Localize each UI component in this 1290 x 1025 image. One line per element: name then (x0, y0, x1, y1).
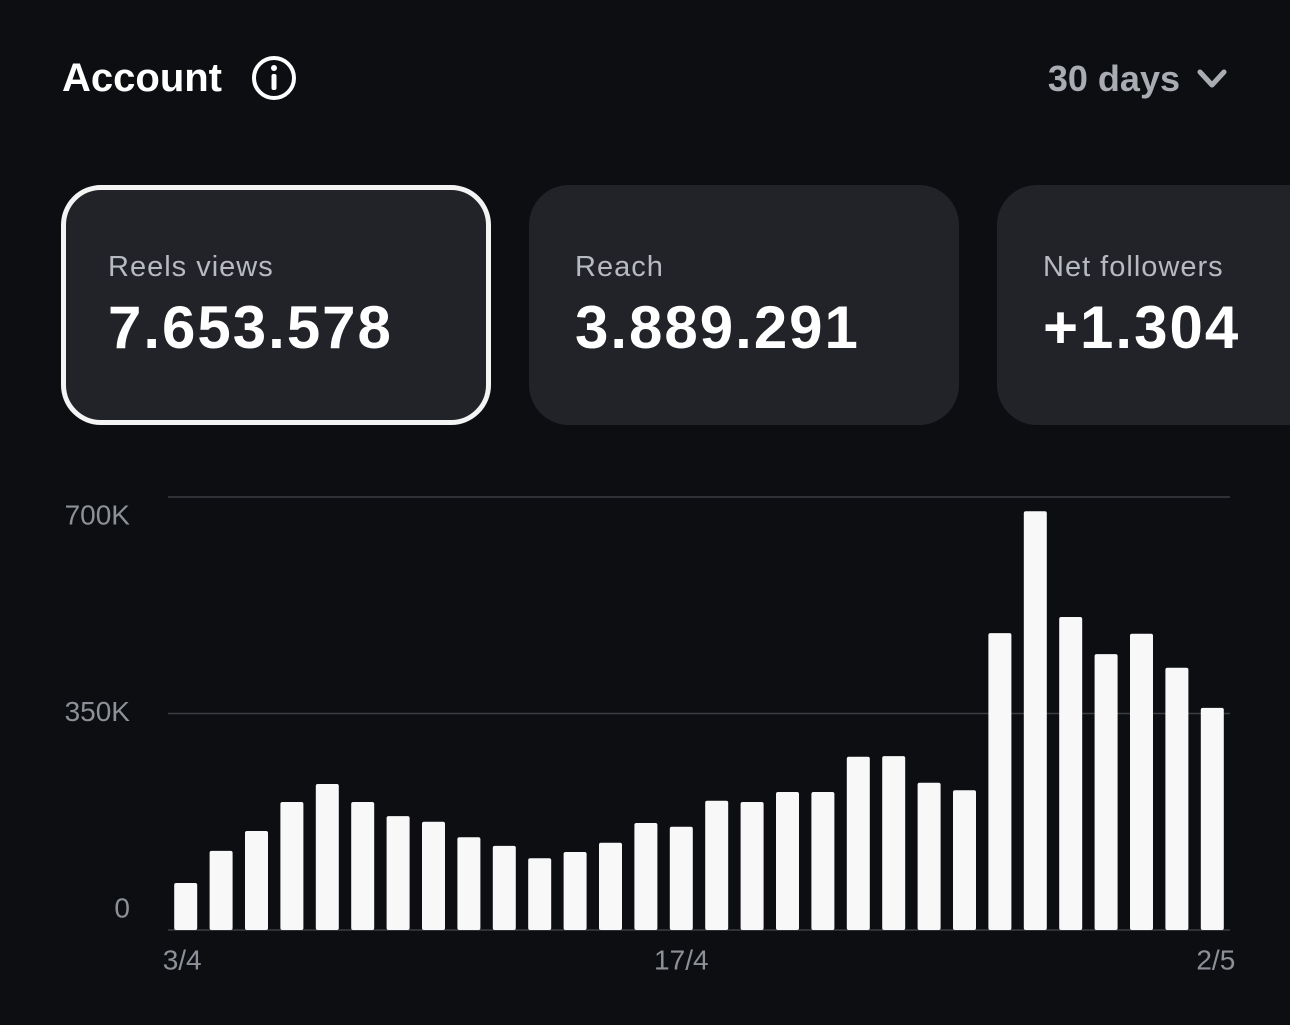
bar (245, 831, 268, 930)
bar (776, 792, 799, 930)
metric-label: Reach (575, 251, 664, 283)
bar (1059, 617, 1083, 930)
bar (882, 756, 906, 930)
dropdown-chevron[interactable] (1196, 68, 1228, 90)
bar (280, 801, 304, 930)
metric-card[interactable]: Reels views 7.653.578 (61, 185, 491, 425)
metric-label: Reels views (108, 251, 274, 283)
metric-value: 7.653.578 (108, 294, 393, 361)
bar (669, 826, 693, 930)
bar (563, 852, 587, 930)
section-title: Account (62, 56, 222, 100)
bar (811, 792, 835, 930)
x-tick-label: 3/4 (163, 944, 202, 975)
metric-cards: Reels views 7.653.578 Reach 3.889.291 Net … (0, 183, 1290, 429)
bar (457, 837, 481, 930)
bar (174, 882, 198, 930)
bar (846, 756, 870, 930)
bar (953, 790, 976, 930)
bar (705, 800, 729, 930)
metric-value: 3.889.291 (575, 294, 860, 361)
y-tick-label: 0 (114, 892, 130, 923)
info-icon[interactable] (251, 55, 297, 101)
bar (1094, 654, 1118, 930)
bar (209, 850, 233, 930)
bar (740, 801, 764, 930)
metric-card[interactable]: Reach 3.889.291 (529, 185, 959, 425)
bar (351, 801, 375, 930)
bar (422, 821, 445, 930)
bar (1200, 707, 1224, 930)
period-selector[interactable]: 30 days (1047, 58, 1180, 99)
bar (386, 816, 410, 930)
bar (1165, 667, 1189, 930)
bar (988, 633, 1012, 930)
metric-value: +1.304 (1043, 294, 1241, 361)
bar (528, 858, 552, 930)
y-tick-label: 700K (65, 499, 131, 530)
y-tick-label: 350K (65, 696, 131, 727)
x-tick-label: 2/5 (1196, 944, 1235, 975)
bar (492, 845, 516, 930)
bar (599, 842, 622, 930)
bar (1130, 633, 1153, 930)
bar (634, 822, 658, 930)
bar (917, 782, 941, 930)
metric-label: Net followers (1043, 251, 1224, 283)
bar (315, 784, 339, 930)
chart: 0 350K 700K 3/4 17/4 2/5 (65, 496, 1235, 975)
metric-card[interactable]: Net followers +1.304 (997, 185, 1290, 425)
x-tick-label: 17/4 (654, 944, 709, 975)
bar (1023, 511, 1047, 930)
